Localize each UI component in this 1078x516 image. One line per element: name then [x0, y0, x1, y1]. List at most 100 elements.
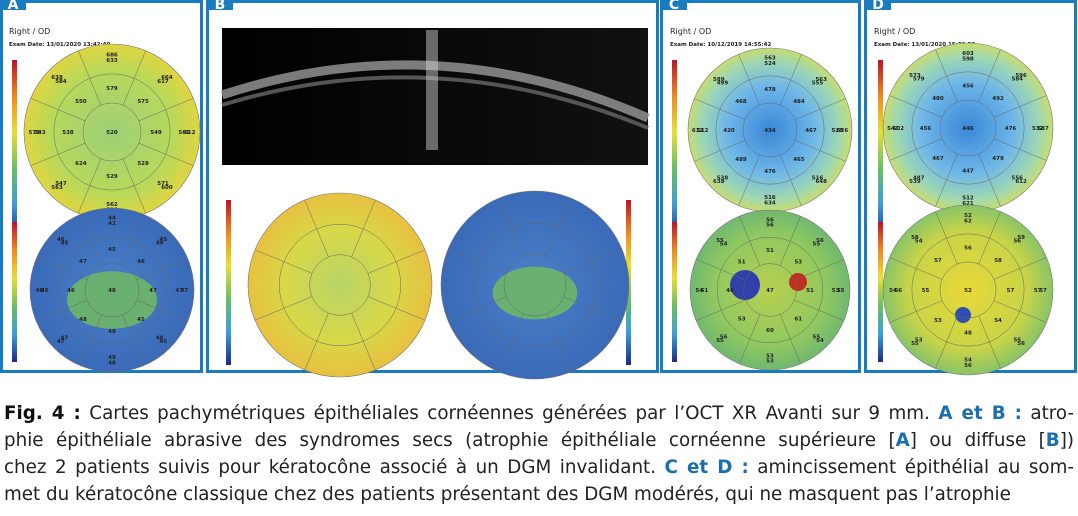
map-value: 45 — [61, 240, 69, 246]
map-value: 53 — [738, 316, 746, 322]
color-scale — [12, 222, 17, 362]
map-value: 57 — [1034, 288, 1042, 294]
map-sector — [889, 300, 943, 323]
map-value: 46 — [57, 237, 65, 243]
map-ring — [53, 73, 171, 191]
exam-date: Exam Date: 13/01/2020 15:22:53 — [874, 42, 975, 48]
map-sector — [794, 259, 845, 281]
map-sector — [889, 95, 943, 118]
map-value: 624 — [75, 161, 87, 167]
panel-letter: A — [8, 0, 19, 13]
map-value: 56 — [964, 246, 972, 252]
map-sector — [889, 138, 943, 161]
map-value: 549 — [150, 130, 162, 136]
panel-tab — [207, 0, 233, 10]
map-sector — [254, 296, 313, 321]
map-sector — [794, 140, 846, 162]
map-sector — [498, 313, 524, 372]
map-value: 60 — [766, 328, 774, 334]
map-value: 467 — [805, 128, 817, 134]
panel-letter: D — [872, 0, 884, 13]
exam-date: Exam Date: 10/12/2019 14:55:42 — [670, 42, 771, 48]
map-value: 612 — [184, 130, 196, 136]
exam-date: Exam Date: 13/01/2020 13:42:40 — [9, 42, 110, 48]
map-value: 48 — [964, 331, 972, 337]
color-scale — [672, 222, 677, 362]
map-patch — [955, 307, 971, 323]
map-value: 543 — [34, 130, 46, 136]
map-value: 502 — [893, 126, 905, 132]
map-sector — [780, 154, 802, 206]
map-value: 59 — [1017, 235, 1025, 241]
map-value: 42 — [108, 221, 116, 227]
map-sector — [993, 257, 1047, 280]
map-value: 512 — [697, 128, 709, 134]
map-value: 56 — [894, 288, 902, 294]
map-patch — [492, 266, 578, 320]
map-value: 56 — [766, 217, 774, 223]
map-ring — [742, 102, 798, 158]
map-value: 434 — [764, 128, 776, 134]
eye-label: Right / OD — [9, 27, 50, 36]
map-sector — [351, 199, 376, 258]
map-sector — [694, 98, 746, 120]
map-value: 512 — [962, 196, 974, 202]
map-value: 579 — [913, 77, 925, 83]
map-disc — [689, 209, 851, 371]
caption-line: chez 2 patients suivis pour kératocône a… — [4, 454, 1074, 481]
map-sector — [794, 98, 846, 120]
map-value: 53 — [794, 260, 802, 266]
map-ring — [472, 222, 598, 348]
map-value: 520 — [106, 130, 118, 136]
map-sector — [136, 258, 188, 280]
panel-letter: C — [669, 0, 679, 13]
map-value: 46 — [137, 259, 145, 265]
map-sector — [78, 158, 102, 214]
map-value: 46 — [67, 288, 75, 294]
map-value: 51 — [766, 248, 774, 254]
map-sector — [563, 296, 622, 322]
map-value: 587 — [1037, 126, 1049, 132]
map-sector — [78, 50, 102, 106]
map-sector — [739, 215, 761, 266]
map-ring — [84, 262, 140, 318]
map-sector — [794, 299, 845, 321]
caption-bold: A et B : — [938, 403, 1022, 424]
map-sector — [448, 248, 507, 274]
caption-bold: Fig. 4 : — [4, 403, 81, 424]
caption-line: Fig. 4 : Cartes pachymétriques épithélia… — [4, 400, 1074, 427]
map-value: 55 — [813, 242, 821, 248]
map-value: 547 — [55, 181, 67, 187]
map-value: 638 — [51, 75, 63, 81]
map-value: 45 — [137, 317, 145, 323]
map-value: 499 — [717, 80, 729, 86]
map-value: 51 — [701, 288, 709, 294]
map-sector — [779, 215, 801, 266]
color-scale — [878, 222, 883, 362]
map-value: 561 — [178, 130, 190, 136]
caption-text: amincissement épithélial au som- — [748, 457, 1074, 478]
caption-text: met du kératocône classique chez des pat… — [4, 484, 1011, 505]
map-value: 456 — [962, 84, 974, 90]
map-value: 538 — [717, 176, 729, 182]
map-sector — [935, 211, 958, 265]
map-value: 53 — [766, 359, 774, 365]
map-sector — [695, 259, 746, 281]
map-value: 47 — [57, 339, 65, 345]
map-value: 584 — [55, 79, 67, 85]
map-value: 47 — [149, 288, 157, 294]
map-value: 53 — [915, 337, 923, 343]
map-value: 578 — [29, 130, 41, 136]
map-value: 54 — [889, 288, 897, 294]
map-value: 45 — [159, 237, 167, 243]
map-sector — [978, 153, 1001, 207]
map-value: 487 — [913, 175, 925, 181]
caption-text: Cartes pachymétriques épithéliales corné… — [80, 403, 939, 424]
map-sector — [978, 49, 1001, 103]
map-sector — [304, 312, 329, 371]
map-value: 58 — [911, 235, 919, 241]
map-sector — [36, 258, 88, 280]
caption-text: chez 2 patients suivis pour kératocône a… — [4, 457, 665, 478]
map-value: 56 — [1013, 239, 1021, 245]
